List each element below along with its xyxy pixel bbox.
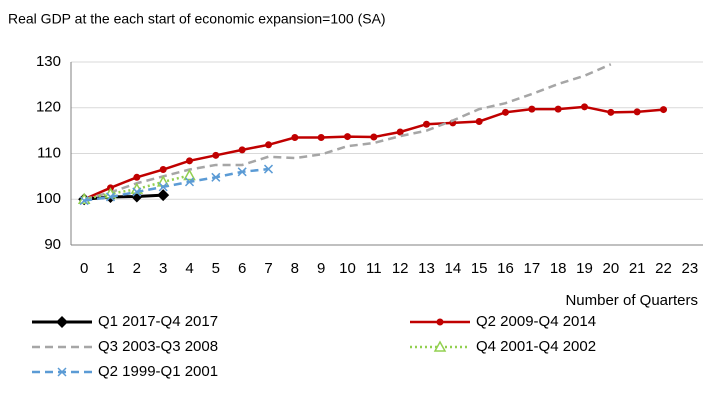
marker [607, 108, 615, 116]
marker [317, 133, 325, 141]
marker [502, 108, 509, 116]
y-tick-label: 130 [36, 53, 61, 70]
x-tick-label: 15 [471, 260, 488, 277]
x-tick-label: 19 [576, 260, 593, 277]
marker [581, 103, 588, 111]
x-tick-label: 3 [159, 260, 167, 277]
marker [211, 172, 221, 182]
marker [79, 196, 89, 206]
x-tick-label: 18 [550, 260, 567, 277]
marker [265, 141, 272, 149]
x-tick-label: 17 [523, 260, 540, 277]
x-axis-label: Number of Quarters [565, 292, 698, 309]
chart-subtitle: Real GDP at the each start of economic e… [8, 11, 386, 27]
marker [212, 151, 220, 159]
marker [132, 187, 142, 197]
marker [157, 189, 170, 202]
x-tick-label: 1 [106, 260, 114, 277]
y-tick-label: 110 [37, 144, 61, 161]
marker [186, 157, 193, 165]
legend-label: Q3 2003-Q3 2008 [98, 338, 218, 355]
marker [423, 120, 430, 128]
y-tick-label: 90 [44, 236, 61, 253]
x-tick-label: 14 [444, 260, 461, 277]
marker [660, 106, 667, 114]
x-tick-label: 5 [212, 260, 220, 277]
marker [370, 133, 378, 141]
marker [633, 108, 641, 116]
marker [436, 318, 444, 326]
x-tick-label: 8 [291, 260, 299, 277]
x-tick-label: 13 [418, 260, 435, 277]
marker [183, 168, 196, 181]
marker [105, 192, 116, 202]
series-line [83, 63, 612, 201]
marker [263, 164, 274, 174]
x-tick-label: 21 [629, 260, 646, 277]
series-line [84, 193, 164, 201]
marker [475, 117, 483, 125]
x-tick-label: 22 [655, 260, 672, 277]
x-tick-label: 7 [264, 260, 272, 277]
marker [554, 105, 562, 113]
x-tick-label: 11 [366, 260, 382, 277]
legend-label: Q2 2009-Q4 2014 [476, 313, 596, 330]
x-tick-label: 23 [681, 260, 698, 277]
x-tick-label: 10 [339, 260, 356, 277]
marker [184, 177, 195, 187]
legend-label: Q4 2001-Q4 2002 [476, 338, 596, 355]
series-line [83, 167, 269, 202]
x-tick-label: 6 [238, 260, 246, 277]
marker [158, 182, 168, 192]
x-tick-label: 2 [133, 260, 141, 277]
x-tick-label: 16 [497, 260, 514, 277]
y-tick-label: 120 [36, 99, 61, 116]
legend-label: Q2 1999-Q1 2001 [98, 363, 218, 380]
legend-label: Q1 2017-Q4 2017 [98, 313, 218, 330]
marker [291, 133, 299, 141]
x-tick-label: 12 [392, 260, 409, 277]
marker [159, 166, 167, 174]
marker [56, 316, 68, 328]
marker [237, 167, 247, 177]
marker [433, 340, 447, 352]
marker [528, 105, 536, 113]
marker [238, 146, 246, 154]
marker [396, 128, 404, 136]
marker [57, 367, 67, 377]
marker [344, 133, 351, 141]
y-tick-label: 100 [36, 190, 61, 207]
x-tick-label: 4 [185, 260, 193, 277]
x-tick-label: 20 [602, 260, 619, 277]
marker [133, 173, 141, 181]
x-tick-label: 0 [80, 260, 88, 277]
x-tick-label: 9 [317, 260, 325, 277]
